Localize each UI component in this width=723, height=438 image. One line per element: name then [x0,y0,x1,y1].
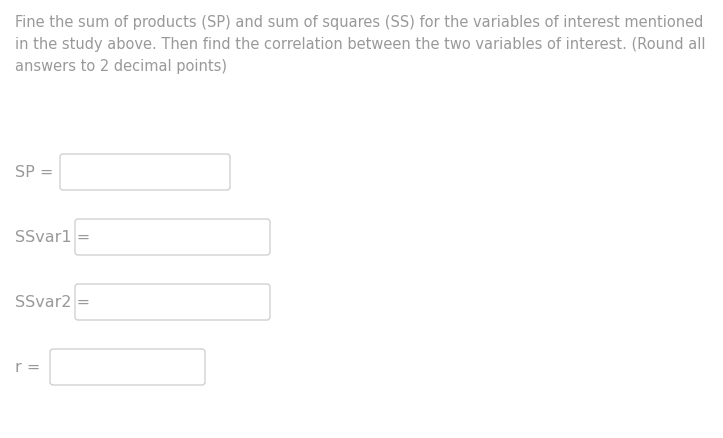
FancyBboxPatch shape [50,349,205,385]
Text: Fine the sum of products (SP) and sum of squares (SS) for the variables of inter: Fine the sum of products (SP) and sum of… [15,15,706,74]
FancyBboxPatch shape [75,284,270,320]
Text: r =: r = [15,360,40,374]
FancyBboxPatch shape [60,155,230,191]
FancyBboxPatch shape [75,219,270,255]
Text: SSvar2 =: SSvar2 = [15,295,90,310]
Text: SP =: SP = [15,165,54,180]
Text: SSvar1 =: SSvar1 = [15,230,90,245]
